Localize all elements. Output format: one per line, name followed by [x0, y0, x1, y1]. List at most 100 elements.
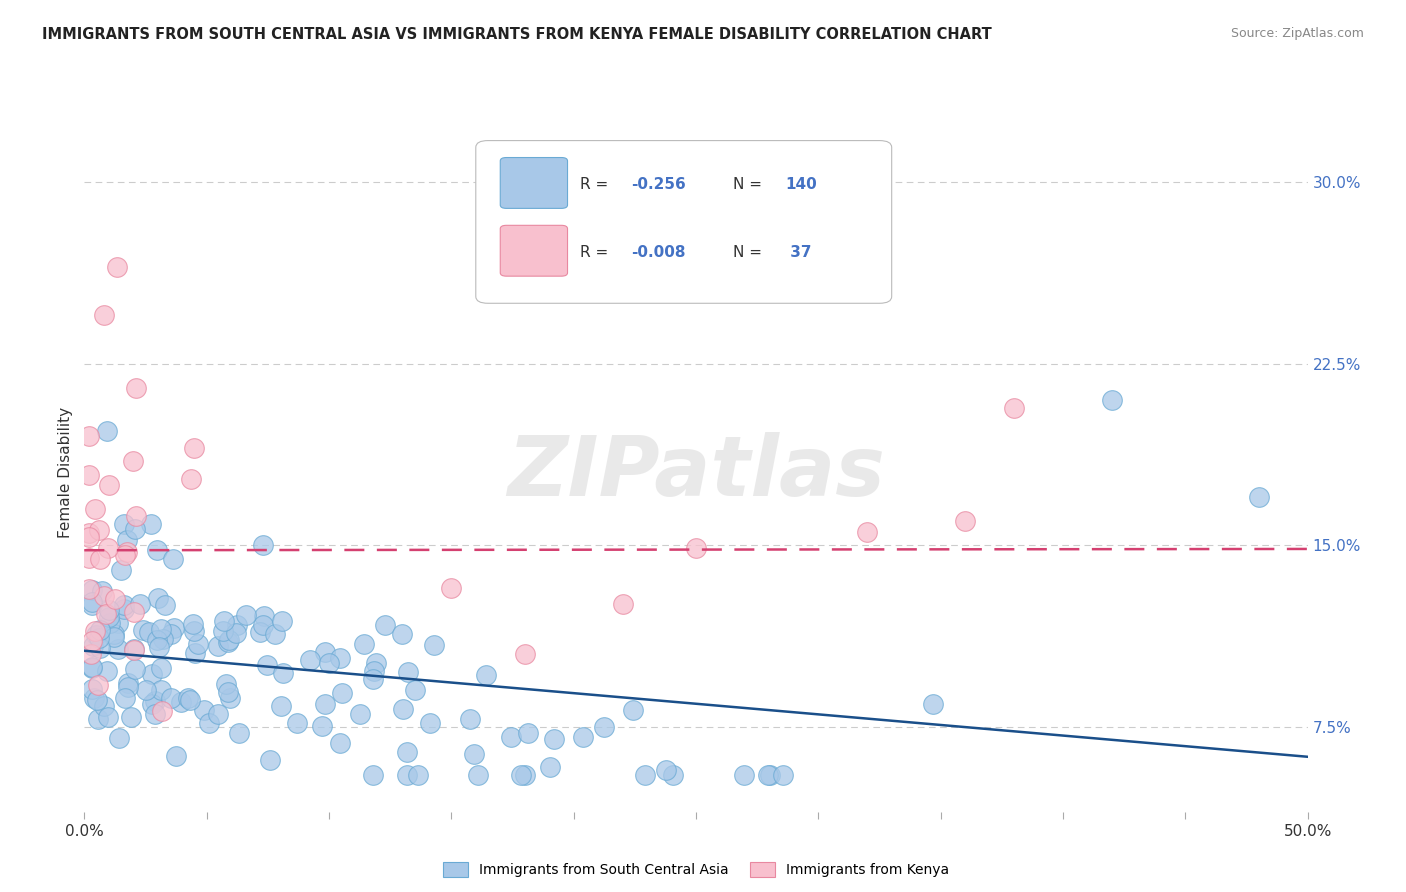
Point	[298, 653, 321, 667]
Point	[117, 680, 139, 694]
Point	[225, 626, 247, 640]
Point	[349, 706, 371, 721]
Text: 140: 140	[786, 178, 817, 192]
Point	[270, 698, 292, 713]
Point	[115, 533, 138, 547]
Point	[361, 768, 384, 782]
Point	[396, 768, 419, 782]
Point	[572, 730, 595, 744]
Point	[396, 665, 419, 679]
Point	[120, 710, 142, 724]
Text: R =: R =	[579, 245, 613, 260]
Point	[170, 695, 193, 709]
Point	[183, 624, 205, 638]
Point	[207, 639, 229, 653]
Point	[621, 703, 644, 717]
Point	[107, 615, 129, 630]
Point	[89, 631, 111, 645]
Point	[177, 690, 200, 705]
Point	[226, 618, 249, 632]
Point	[86, 693, 108, 707]
Point	[467, 768, 489, 782]
Point	[97, 710, 120, 724]
Point	[183, 441, 205, 455]
Point	[271, 666, 294, 681]
Point	[318, 656, 340, 670]
Point	[83, 624, 105, 639]
Point	[93, 590, 115, 604]
Point	[91, 584, 114, 599]
Text: 37: 37	[786, 245, 811, 260]
Point	[117, 545, 139, 559]
Point	[406, 768, 429, 782]
Point	[107, 641, 129, 656]
Y-axis label: Female Disability: Female Disability	[58, 407, 73, 539]
Point	[77, 429, 100, 443]
Text: R =: R =	[579, 178, 613, 192]
Point	[612, 598, 634, 612]
Point	[329, 736, 352, 750]
Text: ZIPatlas: ZIPatlas	[508, 433, 884, 513]
Point	[122, 642, 145, 657]
Point	[463, 747, 485, 761]
Point	[165, 749, 187, 764]
Point	[104, 591, 127, 606]
Point	[80, 598, 103, 612]
Point	[685, 541, 707, 555]
Point	[219, 690, 242, 705]
FancyBboxPatch shape	[501, 158, 568, 209]
Point	[135, 682, 157, 697]
Point	[80, 661, 103, 675]
Point	[162, 552, 184, 566]
Point	[513, 768, 536, 782]
Point	[80, 582, 103, 597]
Point	[152, 632, 174, 646]
Point	[141, 697, 163, 711]
Point	[183, 617, 205, 632]
Point	[198, 716, 221, 731]
Point	[150, 683, 173, 698]
Point	[143, 694, 166, 708]
Text: -0.256: -0.256	[631, 178, 686, 192]
Point	[285, 715, 308, 730]
Point	[89, 641, 111, 656]
Point	[217, 635, 239, 649]
Point	[89, 551, 111, 566]
Point	[150, 704, 173, 718]
Point	[184, 646, 207, 660]
Point	[148, 591, 170, 606]
Point	[93, 309, 115, 323]
Point	[1247, 490, 1270, 504]
Point	[83, 502, 105, 516]
Point	[772, 768, 794, 782]
Point	[122, 605, 145, 619]
Point	[110, 563, 132, 577]
Point	[77, 467, 100, 482]
Point	[180, 472, 202, 486]
Point	[392, 702, 415, 716]
Point	[634, 768, 657, 782]
Point	[122, 641, 145, 656]
Point	[423, 639, 446, 653]
Point	[107, 731, 129, 746]
Point	[112, 599, 135, 613]
Point	[215, 676, 238, 690]
Point	[264, 626, 287, 640]
Point	[96, 424, 118, 438]
Point	[112, 602, 135, 616]
Point	[311, 719, 333, 733]
Point	[662, 768, 685, 782]
Point	[256, 658, 278, 673]
Point	[330, 686, 353, 700]
Point	[1002, 401, 1025, 415]
Point	[150, 623, 173, 637]
Point	[458, 713, 481, 727]
Point	[440, 581, 463, 595]
Point	[538, 760, 561, 774]
Point	[475, 668, 498, 682]
Point	[138, 625, 160, 640]
Point	[593, 720, 616, 734]
Point	[314, 645, 336, 659]
Point	[124, 662, 146, 676]
Text: N =: N =	[733, 245, 766, 260]
